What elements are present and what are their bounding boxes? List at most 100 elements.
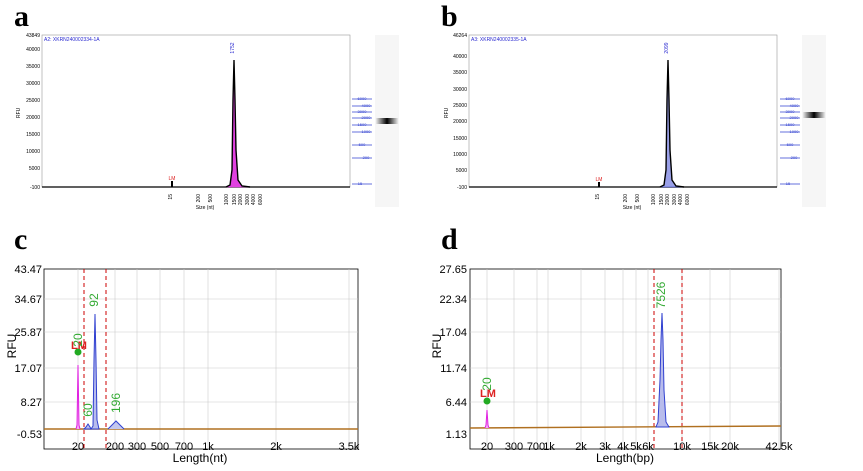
lm-label: LM <box>71 340 87 352</box>
x-tick-label: 6k <box>642 441 654 453</box>
ladder-label: 200 <box>363 155 370 160</box>
x-tick-label: 1000 <box>651 194 657 205</box>
x-tick-label: 1000 <box>224 194 230 205</box>
lm-label: LM <box>480 388 496 400</box>
chart-a-xlabel: Size (nt) <box>196 205 215 211</box>
x-tick-label: 200 <box>106 441 124 453</box>
panel-label-c: c <box>14 223 28 256</box>
y-tick-label: 22.34 <box>439 294 467 306</box>
gel-ladder-lines-a <box>352 98 372 185</box>
y-tick-label: 27.65 <box>439 264 467 276</box>
x-tick-label: 500 <box>208 194 214 203</box>
chart-b-frame <box>468 34 778 188</box>
y-tick-label: 5000 <box>29 166 40 172</box>
peak-label: 20 <box>480 377 494 391</box>
ladder-label: 200 <box>791 155 798 160</box>
peak-fill-main <box>225 59 251 188</box>
chart-c-yticks: 43.47 34.67 25.87 17.07 8.27 -0.53 <box>14 264 42 441</box>
x-tick-label: 1500 <box>232 194 238 205</box>
x-tick-label: 6000 <box>258 194 264 205</box>
y-tick-label: 10000 <box>26 149 40 155</box>
peak-main <box>82 313 100 430</box>
ladder-label: 1500 <box>358 122 368 127</box>
chart-b: A3: XKRN240002335-1A RFU 46264 40000 350… <box>444 33 826 211</box>
x-tick-label: 3.5k <box>339 441 360 453</box>
peak-main <box>655 312 670 428</box>
ladder-label: 4000 <box>790 103 800 108</box>
peak-label: 7526 <box>654 281 668 308</box>
chart-a: A2: XKRN240002334-1A RFU 43849 40000 350… <box>16 33 399 211</box>
peak-label-main: 1752 <box>230 42 236 53</box>
y-tick-label: 43849 <box>26 33 40 39</box>
peak-label: 196 <box>109 393 123 413</box>
x-tick-label: 5k <box>630 441 642 453</box>
chart-c: 43.47 34.67 25.87 17.07 8.27 -0.53 RFU 2… <box>5 264 360 465</box>
chart-d-xlabel: Length(bp) <box>596 451 654 465</box>
x-tick-label: 700 <box>527 441 545 453</box>
y-tick-label: 6.44 <box>446 397 467 409</box>
baseline <box>469 425 782 429</box>
x-tick-label: 200 <box>196 194 202 203</box>
ladder-label: 3000 <box>358 109 368 114</box>
ladder-label: 1000 <box>362 129 372 134</box>
chart-b-yticks: 46264 40000 35000 30000 25000 20000 1500… <box>453 33 467 191</box>
chart-a-ylabel: RFU <box>16 107 22 118</box>
panel-label-a: a <box>14 0 29 33</box>
gel-sample-lane-b <box>802 35 826 207</box>
chart-a-title: A2: XKRN240002334-1A <box>44 37 100 43</box>
ladder-label: 6000 <box>786 96 796 101</box>
peak-main <box>659 59 685 188</box>
y-tick-label: 25000 <box>453 103 467 109</box>
x-tick-label: 500 <box>151 441 169 453</box>
y-tick-label: 17.04 <box>439 327 467 339</box>
y-tick-label: 15000 <box>26 132 40 138</box>
chart-c-xlabel: Length(nt) <box>173 451 228 465</box>
chart-b-title: A3: XKRN240002335-1A <box>471 37 527 43</box>
lm-marker-icon <box>74 348 82 356</box>
y-tick-label: 8.27 <box>21 397 42 409</box>
chart-d-xticks: 20 300 700 1k 2k 3k 4k 5k 6k 10k 15k 20k… <box>481 441 793 453</box>
x-tick-label: 1k <box>543 441 555 453</box>
peak-lm <box>484 409 490 429</box>
chart-d-yticks: 27.65 22.34 17.04 11.74 6.44 1.13 <box>439 264 467 441</box>
x-tick-label: 2k <box>575 441 587 453</box>
chart-c-frame <box>43 268 359 450</box>
panel-label-b: b <box>441 0 458 33</box>
chart-a-yticks: 43849 40000 35000 30000 25000 20000 1500… <box>26 33 40 191</box>
y-tick-label: 40000 <box>26 47 40 53</box>
x-tick-label: 3000 <box>245 194 251 205</box>
y-tick-label: 34.67 <box>14 294 42 306</box>
ladder-label: 2000 <box>790 115 800 120</box>
chart-b-xticks: 15 200 500 1000 1500 2000 3000 4000 6000 <box>595 194 691 205</box>
ladder-label: 15 <box>786 181 791 186</box>
y-tick-label: 10000 <box>453 152 467 158</box>
ladder-label: 15 <box>358 181 363 186</box>
y-tick-label: 25.87 <box>14 327 42 339</box>
y-tick-label: 17.07 <box>14 363 42 375</box>
x-tick-label: 2k <box>270 441 282 453</box>
peak-label: 20 <box>71 333 85 347</box>
x-tick-label: 20 <box>481 441 493 453</box>
x-tick-label: 700 <box>175 441 193 453</box>
y-tick-label: -100 <box>30 185 40 191</box>
lm-marker-icon <box>483 397 491 405</box>
peak-fill-main <box>659 59 685 188</box>
x-tick-label: 1k <box>202 441 214 453</box>
chart-b-xlabel: Size (nt) <box>623 205 642 211</box>
chart-a-xticks: 15 200 500 1000 1500 2000 3000 4000 6000 <box>168 194 264 205</box>
chart-d-frame <box>469 268 782 450</box>
x-tick-label: 20 <box>72 441 84 453</box>
gel-sample-band-b <box>802 112 826 118</box>
x-tick-label: 4000 <box>678 194 684 205</box>
x-tick-label: 42.5k <box>766 441 793 453</box>
panel-label-d: d <box>441 223 458 256</box>
y-tick-label: 43.47 <box>14 264 42 276</box>
gel-ladder-lines-b <box>780 98 800 185</box>
y-tick-label: 46264 <box>453 33 467 39</box>
ladder-label: 1000 <box>790 129 800 134</box>
x-tick-label: 200 <box>623 194 629 203</box>
ladder-label: 3000 <box>786 109 796 114</box>
x-tick-label: 4k <box>617 441 629 453</box>
gel-ladder-labels-b: 6000 4000 3000 2000 1500 1000 500 200 15 <box>786 96 800 186</box>
